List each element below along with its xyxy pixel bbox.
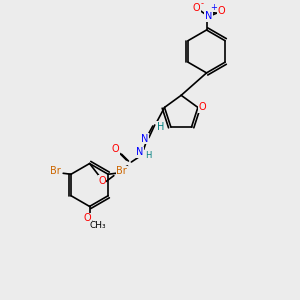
Text: O: O	[193, 3, 201, 13]
Text: CH₃: CH₃	[89, 221, 106, 230]
Text: -: -	[200, 0, 203, 8]
Text: N: N	[205, 11, 212, 21]
Text: +: +	[210, 3, 217, 12]
Text: Br: Br	[50, 166, 61, 176]
Text: O: O	[199, 102, 207, 112]
Text: Br: Br	[116, 166, 127, 176]
Text: O: O	[112, 144, 120, 154]
Text: O: O	[217, 7, 225, 16]
Text: O: O	[84, 213, 92, 223]
Text: N: N	[141, 134, 149, 144]
Text: N: N	[136, 147, 144, 157]
Text: H: H	[157, 122, 164, 132]
Text: H: H	[145, 151, 151, 160]
Text: O: O	[98, 176, 106, 185]
